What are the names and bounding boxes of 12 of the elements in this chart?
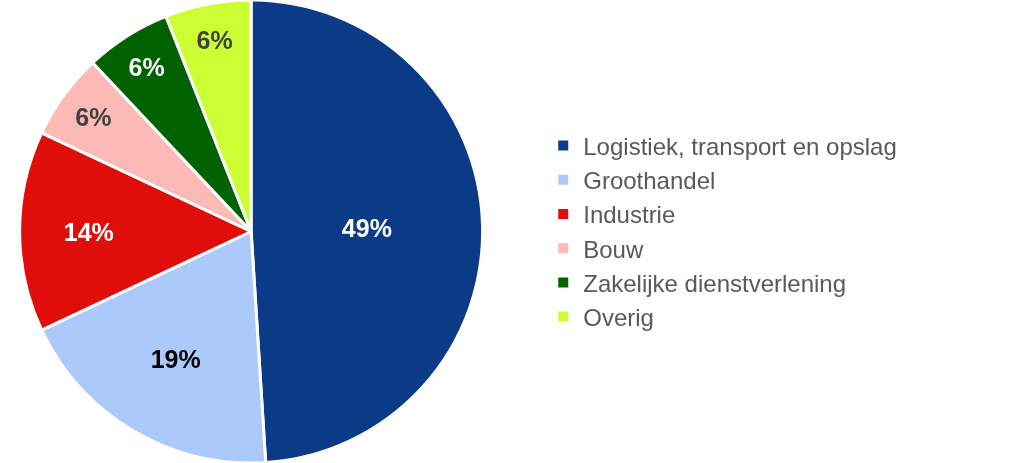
data-label: 6%	[75, 102, 112, 131]
legend-label: Industrie	[583, 201, 676, 229]
data-label: 6%	[196, 25, 233, 54]
legend-label: Overig	[583, 303, 654, 331]
legend-label: Zakelijke dienstverlening	[583, 269, 847, 297]
legend-label: Groothandel	[583, 167, 716, 195]
data-label: 19%	[150, 345, 201, 374]
data-label: 6%	[128, 52, 165, 81]
legend-label: Logistiek, transport en opslag	[583, 132, 897, 160]
legend-label: Bouw	[583, 235, 644, 263]
data-label: 14%	[63, 217, 114, 246]
data-label: 49%	[341, 213, 392, 242]
